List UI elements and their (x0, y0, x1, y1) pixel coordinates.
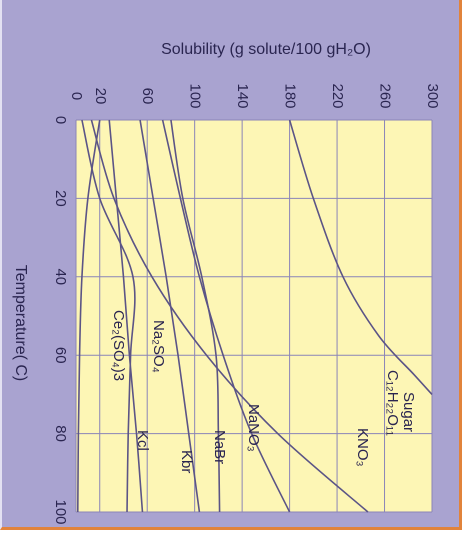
y-tick-label: 0 (52, 116, 69, 124)
grid (75, 119, 433, 513)
series-line-5 (108, 119, 144, 513)
x-tick-label: 20 (92, 88, 109, 105)
x-tick-label: 300 (424, 83, 441, 108)
x-tick-label: 60 (139, 88, 156, 105)
y-tick-labels: 0 20 40 60 80 100 (52, 116, 69, 525)
x-tick-label: 0 (68, 92, 85, 100)
y-axis-title: Temperature( C) (12, 265, 29, 381)
series-line-3 (170, 119, 221, 513)
series-line-1 (90, 119, 369, 513)
y-tick-label: 100 (52, 499, 69, 524)
x-tick-label: 180 (282, 83, 299, 108)
x-tick-label: 140 (234, 83, 251, 108)
series-line-4 (139, 119, 201, 513)
x-tick-label: 100 (187, 83, 204, 108)
y-tick-label: 20 (52, 190, 69, 207)
label-kno3: KNO₃ (354, 428, 371, 467)
x-tick-label: 220 (329, 83, 346, 108)
y-tick-label: 60 (52, 347, 69, 364)
solubility-chart: 0 20 60 100 140 180 220 260 300 0 20 40 60 80 100 Sol… (12, 41, 441, 525)
plot-area (76, 120, 432, 512)
label-sugar-formula: C₁₂H₂₂O₁₁ (384, 370, 401, 436)
y-tick-label: 80 (52, 425, 69, 442)
label-ce2so43: Ce₂(SO₄)3 (110, 310, 127, 381)
x-axis-title: Solubility (g solute/100 gH₂O) (161, 41, 371, 58)
series-line-0 (288, 119, 433, 395)
series-line-6 (81, 119, 136, 513)
x-tick-label: 260 (377, 83, 394, 108)
label-na2so4: Na₂SO₄ (150, 320, 167, 373)
y-tick-label: 40 (52, 268, 69, 285)
label-nabr: NaBr (211, 430, 228, 464)
label-kbr: Kbr (178, 450, 195, 473)
label-sugar: Sugar (400, 392, 417, 432)
chart-frame: 0 20 60 100 140 180 220 260 300 0 20 40 60 80 100 Sol… (0, 0, 462, 530)
x-tick-labels: 0 20 60 100 140 180 220 260 300 (68, 83, 441, 108)
label-kcl: Kcl (134, 430, 151, 451)
label-nano3: NaNO₃ (245, 404, 262, 452)
series-line-7 (76, 119, 101, 513)
curves (76, 119, 433, 513)
series-line-2 (161, 119, 291, 513)
